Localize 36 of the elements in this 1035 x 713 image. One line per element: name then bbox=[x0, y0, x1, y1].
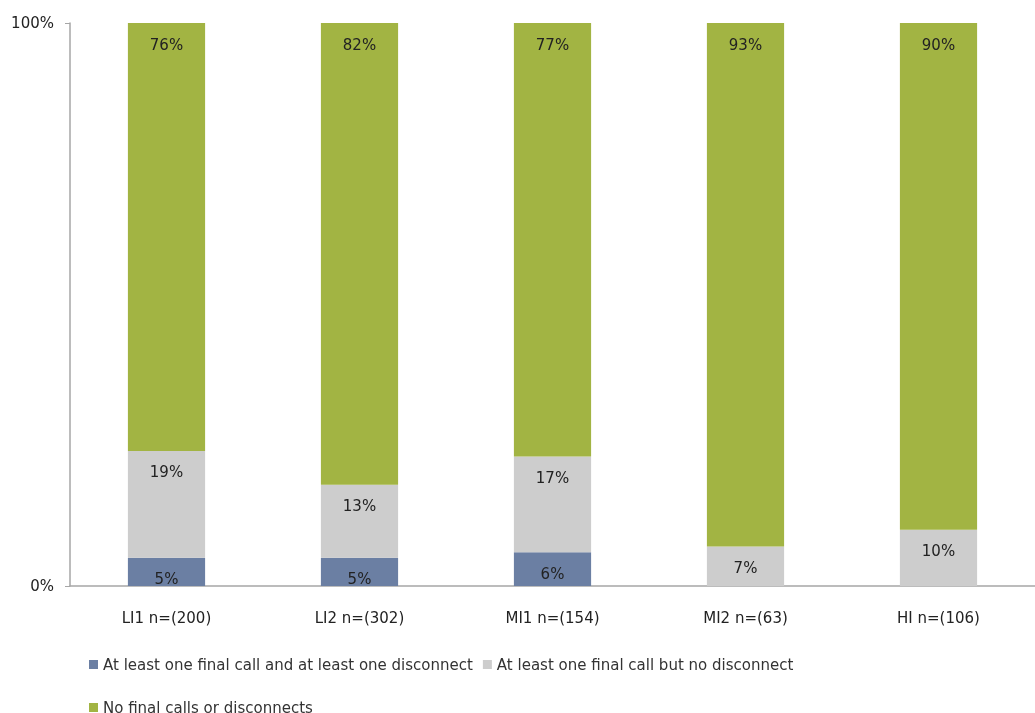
data-label: 76% bbox=[149, 35, 184, 54]
y-tick-label: 100% bbox=[11, 14, 54, 32]
x-tick-label: LI1 n=(200) bbox=[121, 608, 212, 627]
data-label: 82% bbox=[342, 35, 377, 54]
data-label: 5% bbox=[347, 570, 372, 589]
data-label: 93% bbox=[728, 35, 763, 54]
legend-label: No final calls or disconnects bbox=[103, 698, 314, 713]
bar bbox=[320, 557, 399, 586]
data-label: 19% bbox=[149, 463, 184, 482]
bar bbox=[127, 23, 206, 451]
bar bbox=[127, 557, 206, 586]
bar bbox=[513, 23, 592, 457]
x-tick-label: MI1 n=(154) bbox=[505, 608, 600, 627]
x-tick-label: MI2 n=(63) bbox=[703, 608, 788, 627]
bar bbox=[706, 546, 785, 586]
bar bbox=[320, 23, 399, 485]
bar bbox=[513, 456, 592, 553]
bar bbox=[127, 450, 206, 558]
legend-label: At least one final call but no disconnect bbox=[496, 655, 794, 674]
data-label: 10% bbox=[921, 542, 956, 561]
data-label: 17% bbox=[535, 469, 570, 488]
legend-label: At least one final call and at least one disconnect bbox=[103, 655, 473, 674]
y-tick-label: 0% bbox=[30, 577, 54, 595]
data-label: 7% bbox=[733, 559, 758, 578]
bar bbox=[513, 552, 592, 586]
data-label: 13% bbox=[342, 497, 377, 516]
data-label: 90% bbox=[921, 35, 956, 54]
data-label: 5% bbox=[154, 570, 179, 589]
x-tick-label: LI2 n=(302) bbox=[314, 608, 405, 627]
bar bbox=[706, 23, 785, 547]
data-label: 77% bbox=[535, 35, 570, 54]
bar bbox=[899, 529, 978, 586]
bar bbox=[320, 484, 399, 558]
data-label: 6% bbox=[540, 564, 565, 583]
x-tick-label: HI n=(106) bbox=[897, 608, 980, 627]
bar bbox=[899, 23, 978, 530]
